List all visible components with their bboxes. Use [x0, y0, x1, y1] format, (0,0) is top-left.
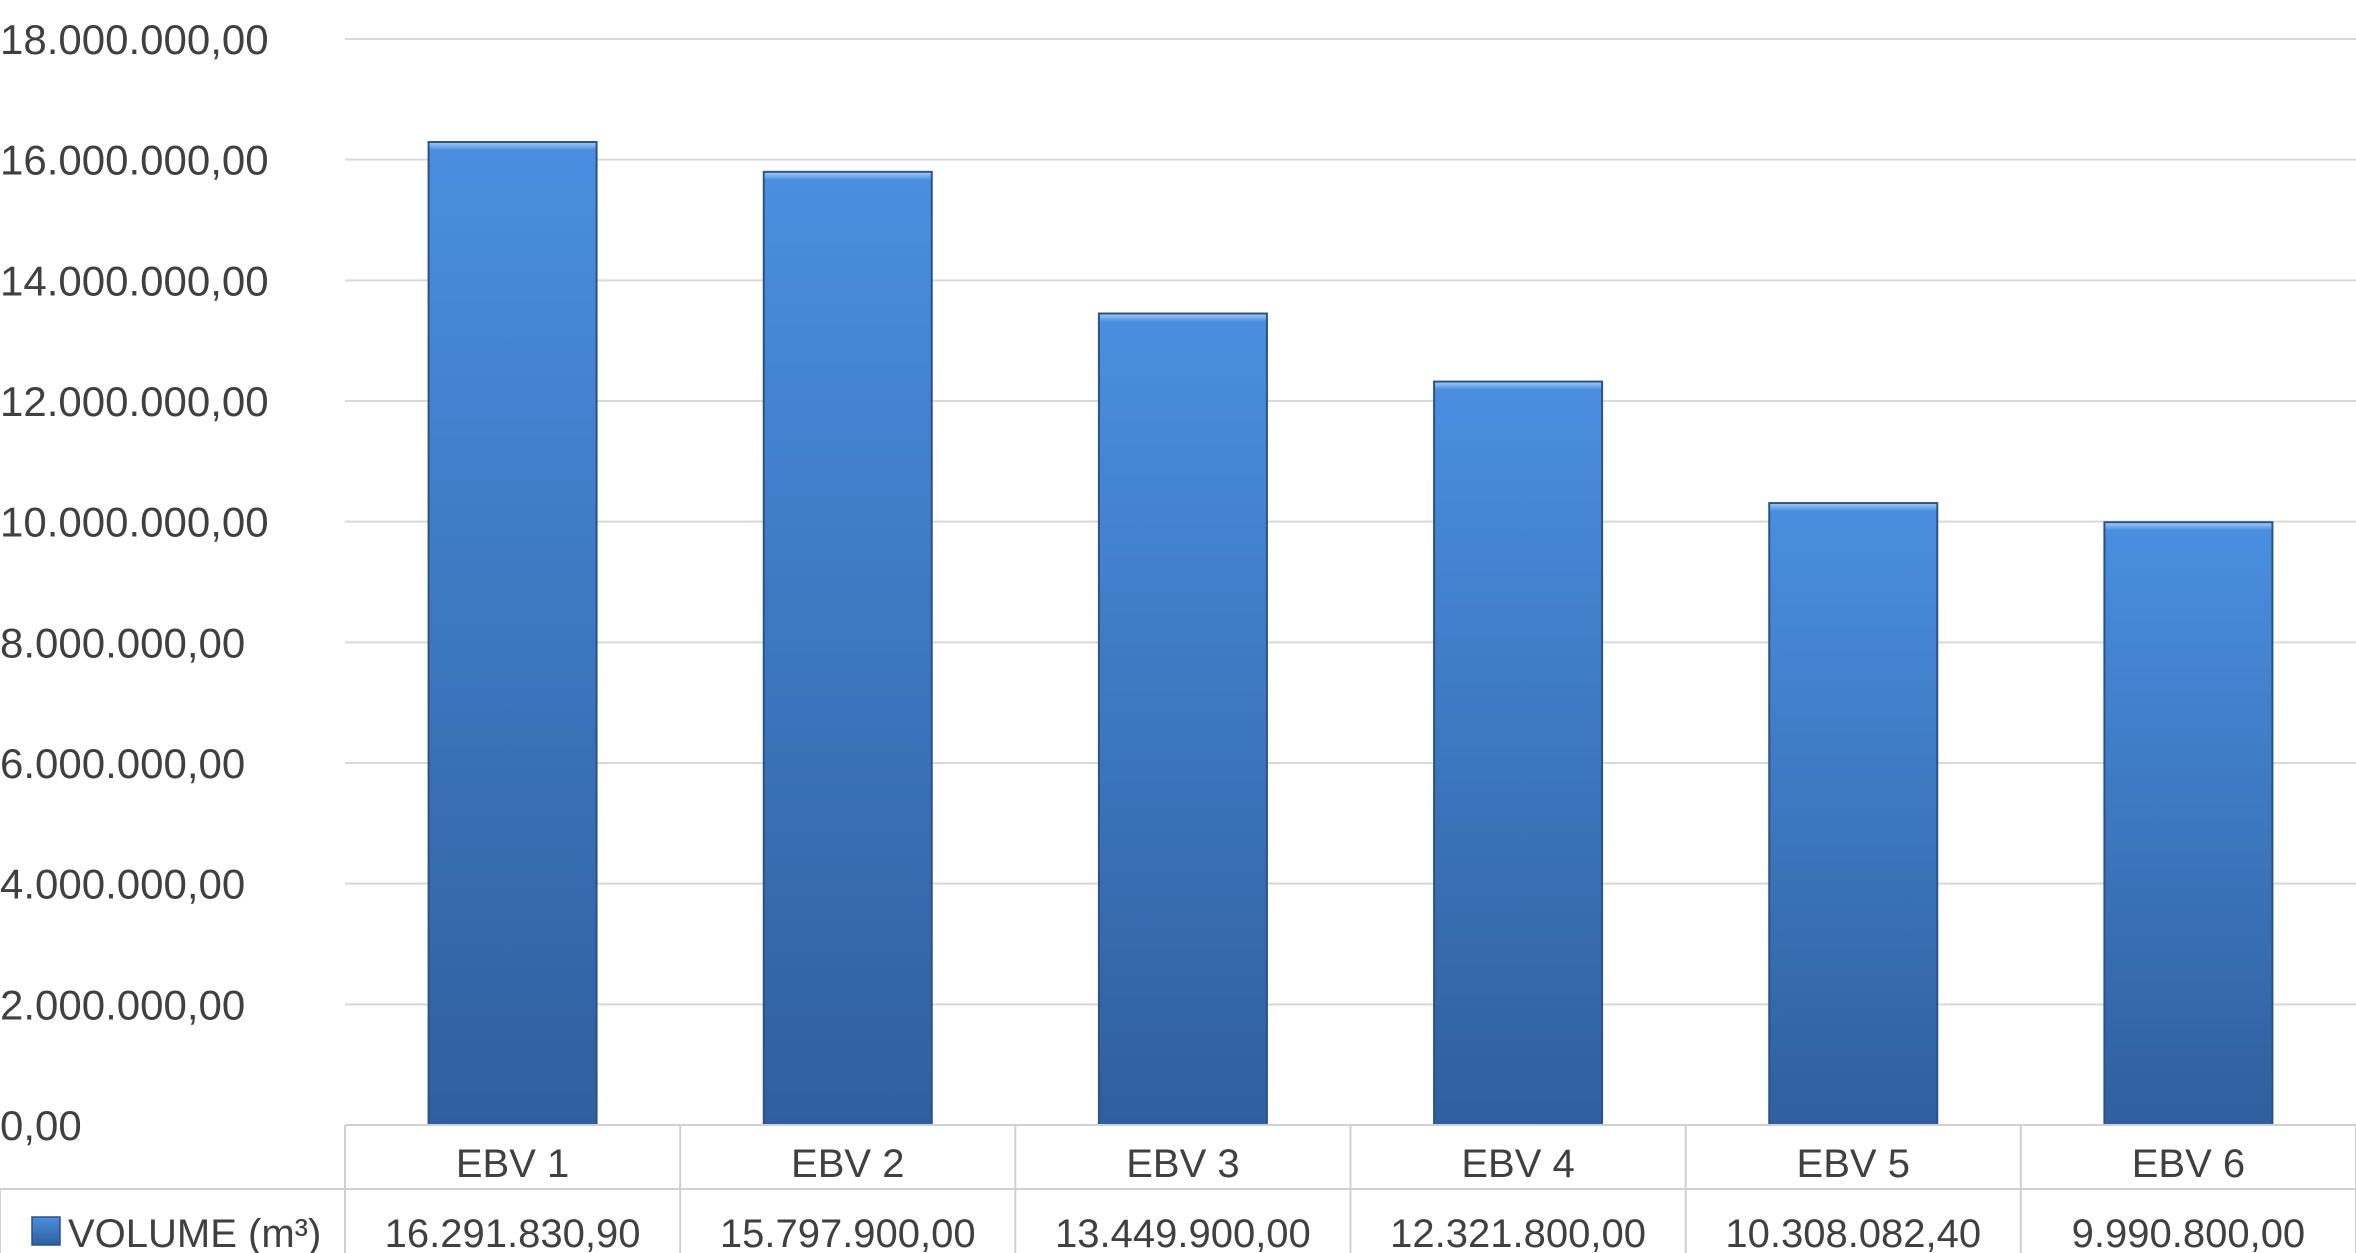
y-tick-label: 0,00: [0, 1102, 82, 1149]
bar-highlight: [2105, 523, 2272, 531]
bar: [1768, 502, 1939, 1126]
y-axis-ticks: 0,00 2.000.000,00 4.000.000,00 6.000.000,00…: [0, 16, 269, 1149]
y-tick-label: 12.000.000,00: [0, 378, 269, 425]
y-tick-label: 14.000.000,00: [0, 257, 269, 304]
y-tick-label: 18.000.000,00: [0, 16, 269, 63]
y-tick-label: 8.000.000,00: [0, 619, 245, 666]
data-label: 13.449.900,00: [1055, 1212, 1311, 1253]
legend: VOLUME (m³): [31, 1212, 321, 1253]
data-label: 16.291.830,90: [385, 1212, 641, 1253]
y-tick-label: 10.000.000,00: [0, 499, 269, 546]
gridlines: [345, 38, 2356, 1006]
legend-swatch: [31, 1216, 61, 1246]
x-tick-label: EBV 6: [2132, 1142, 2245, 1186]
y-tick-label: 4.000.000,00: [0, 861, 245, 908]
data-label: 10.308.082,40: [1725, 1212, 1981, 1253]
bar-highlight: [1435, 382, 1602, 390]
x-tick-label: EBV 4: [1461, 1142, 1574, 1186]
bars: [427, 141, 2274, 1127]
data-label: 9.990.800,00: [2072, 1212, 2306, 1253]
bar-highlight: [1099, 314, 1266, 322]
data-table: EBV 1 16.291.830,90 EBV 2 15.797.900,00 EBV …: [0, 1124, 2356, 1253]
bar: [1433, 380, 1604, 1127]
bar-highlight: [1770, 504, 1937, 512]
y-tick-label: 2.000.000,00: [0, 981, 245, 1028]
bar: [427, 141, 598, 1127]
bar: [762, 170, 933, 1126]
x-tick-label: EBV 5: [1797, 1142, 1910, 1186]
data-label: 15.797.900,00: [720, 1212, 976, 1253]
bar-highlight: [764, 172, 931, 180]
x-tick-label: EBV 3: [1126, 1142, 1239, 1186]
y-tick-label: 16.000.000,00: [0, 137, 269, 184]
bar-highlight: [429, 143, 596, 151]
legend-label: VOLUME (m³): [68, 1212, 321, 1253]
bar: [2103, 521, 2274, 1126]
x-tick-label: EBV 2: [791, 1142, 904, 1186]
bar: [1097, 312, 1268, 1126]
data-label: 12.321.800,00: [1390, 1212, 1646, 1253]
x-tick-label: EBV 1: [456, 1142, 569, 1186]
y-tick-label: 6.000.000,00: [0, 740, 245, 787]
